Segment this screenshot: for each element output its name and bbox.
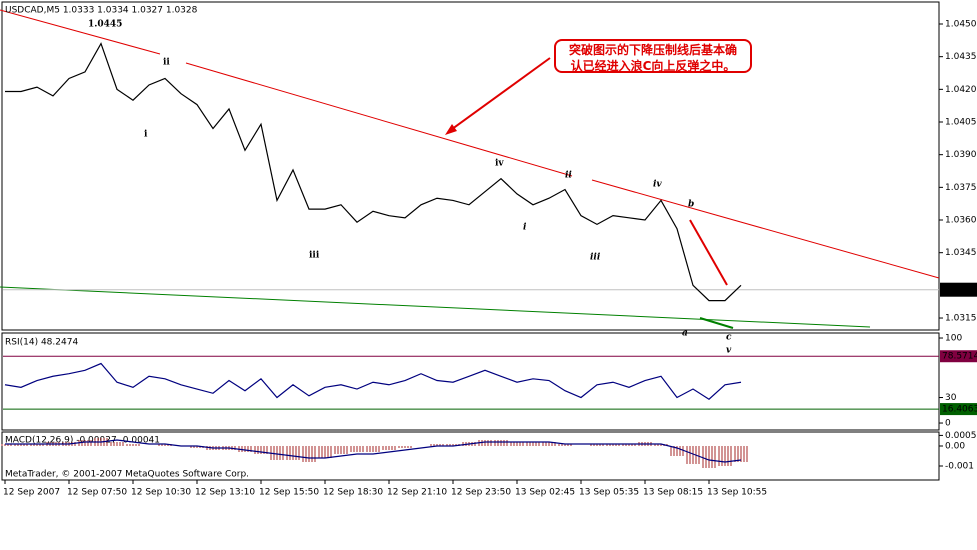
level-box: [940, 350, 977, 363]
wave-label: iv: [495, 159, 504, 169]
x-tick-label: 12 Sep 18:30: [323, 488, 383, 498]
x-tick-label: 12 Sep 21:10: [387, 488, 447, 498]
current-price-box: [940, 282, 977, 297]
current-price-label: 1.0328: [943, 285, 975, 295]
macd-title: MACD(12,26,9) -0.00027 -0.00041: [5, 436, 160, 446]
wave-label: v: [726, 346, 732, 356]
y-tick-label: 0: [945, 419, 951, 429]
level-label: 16.4063: [942, 405, 977, 415]
wave-line: [689, 219, 728, 286]
x-tick-label: 13 Sep 02:45: [515, 488, 575, 498]
y-tick-label: 1.0405: [945, 118, 977, 128]
wave-label: c: [726, 333, 732, 343]
y-tick-label: 1.0435: [945, 52, 977, 62]
y-tick-label: 1.0315: [945, 314, 977, 324]
x-tick-label: 12 Sep 23:50: [451, 488, 511, 498]
wave-label: i: [144, 130, 148, 140]
x-tick-label: 12 Sep 2007: [3, 488, 60, 498]
trend-line: [185, 62, 573, 177]
wave-label: ii: [565, 171, 572, 181]
wave-label: ii: [163, 58, 170, 68]
level-box: [940, 403, 977, 416]
trend-line: [0, 9, 161, 55]
x-tick-label: 12 Sep 15:50: [259, 488, 319, 498]
arrow-head: [445, 124, 457, 135]
wave-label: b: [688, 200, 694, 210]
x-tick-label: 13 Sep 08:15: [643, 488, 703, 498]
symbol-header: USDCAD,M5 1.0333 1.0334 1.0327 1.0328: [5, 6, 198, 16]
y-tick-label: 100: [945, 334, 962, 344]
x-tick-label: 13 Sep 05:35: [579, 488, 639, 498]
y-tick-label: 1.0375: [945, 183, 977, 193]
rsi-line: [4, 362, 742, 400]
rsi-title: RSI(14) 48.2474: [5, 338, 78, 348]
wave-label: i: [523, 223, 527, 233]
wave-label: a: [682, 329, 688, 339]
support-line: [0, 286, 871, 328]
wave-label: iii: [309, 251, 320, 261]
y-tick-label: 0.00053: [945, 431, 977, 441]
y-tick-label: 30: [945, 393, 957, 403]
wave-label: iii: [590, 253, 601, 263]
level-label: 78.5714: [942, 352, 977, 362]
x-tick-label: 12 Sep 07:50: [67, 488, 127, 498]
y-tick-label: 1.0450: [945, 19, 977, 29]
y-tick-label: 0.00: [945, 442, 965, 452]
x-tick-label: 13 Sep 10:55: [707, 488, 767, 498]
y-tick-label: -0.001: [945, 462, 974, 472]
macd-panel: [1, 431, 940, 481]
price-line: [5, 42, 742, 302]
main-panel: [1, 1, 940, 331]
x-tick-label: 12 Sep 10:30: [131, 488, 191, 498]
copyright: MetaTrader, © 2001-2007 MetaQuotes Softw…: [5, 470, 249, 480]
trend-line: [591, 179, 940, 279]
y-tick-label: 1.0360: [945, 216, 977, 226]
signal-line: [5, 439, 742, 463]
wave-label: iv: [653, 180, 662, 190]
x-tick-label: 12 Sep 13:10: [195, 488, 255, 498]
callout: 突破图示的下降压制线后基本确认已经进入浪C向上反弹之中。: [554, 39, 752, 73]
wave-line: [699, 317, 734, 329]
rsi-panel: [1, 332, 940, 431]
y-tick-label: 1.0345: [945, 248, 977, 258]
callout-arrow: [447, 57, 551, 133]
y-tick-label: 1.0390: [945, 150, 977, 160]
y-tick-label: 1.0420: [945, 85, 977, 95]
wave-label: 1.0445: [88, 20, 122, 30]
